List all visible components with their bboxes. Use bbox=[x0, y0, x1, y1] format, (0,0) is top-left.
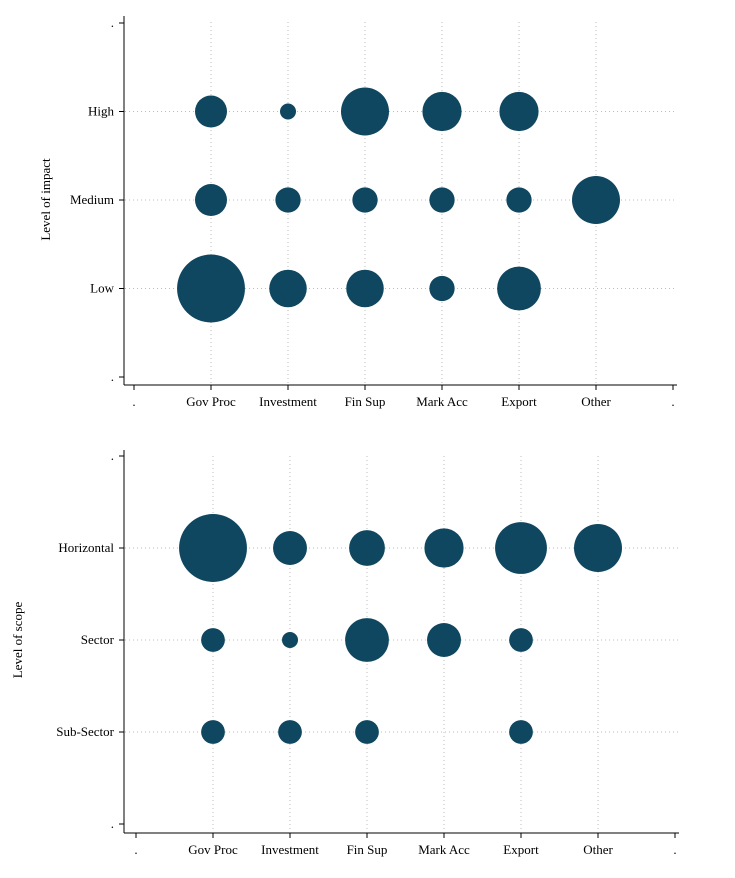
x-tick-label: Investment bbox=[259, 394, 317, 409]
bubble-point bbox=[275, 187, 301, 213]
y-tick-label: . bbox=[111, 448, 114, 463]
y-tick-label: High bbox=[88, 104, 115, 119]
x-tick-label: . bbox=[132, 394, 135, 409]
bubble-point bbox=[195, 184, 227, 216]
bubble-point bbox=[506, 187, 532, 213]
y-axis-title: Level of scope bbox=[10, 602, 25, 679]
bubble-point bbox=[349, 530, 385, 566]
bubble-point bbox=[282, 632, 298, 648]
x-tick-label: Other bbox=[583, 842, 613, 857]
bubble-point bbox=[355, 720, 379, 744]
x-tick-label: Export bbox=[501, 394, 537, 409]
x-tick-label: Gov Proc bbox=[188, 842, 238, 857]
bubble-point bbox=[177, 254, 245, 323]
bubble-point bbox=[346, 269, 384, 308]
x-tick-label: . bbox=[673, 842, 676, 857]
bubble-point bbox=[201, 720, 225, 744]
bubble-point bbox=[572, 176, 620, 224]
bubble-point bbox=[499, 91, 539, 132]
bubble-point bbox=[179, 514, 247, 582]
bubble-point bbox=[278, 720, 302, 744]
bubble-point bbox=[427, 623, 461, 657]
x-tick-label: . bbox=[671, 394, 674, 409]
bubble-point bbox=[574, 524, 622, 572]
y-axis-title: Level of impact bbox=[38, 158, 53, 241]
scope-bubble-chart: . Sub-Sector Sector Horizontal.. Gov Proc Inv… bbox=[10, 448, 679, 857]
x-tick-label: . bbox=[134, 842, 137, 857]
bubble-point bbox=[497, 266, 541, 311]
y-tick-label: Sub-Sector bbox=[56, 724, 114, 739]
bubble-point bbox=[495, 522, 547, 574]
x-tick-label: Other bbox=[581, 394, 611, 409]
bubble-point bbox=[422, 91, 462, 132]
x-tick-label: Investment bbox=[261, 842, 319, 857]
y-tick-label: Horizontal bbox=[58, 540, 114, 555]
y-tick-label: Low bbox=[90, 281, 114, 296]
bubble-point bbox=[341, 87, 389, 136]
y-tick-label: Sector bbox=[81, 632, 115, 647]
x-tick-label: Fin Sup bbox=[345, 394, 386, 409]
bubble-point bbox=[201, 628, 225, 652]
y-tick-label: . bbox=[111, 369, 114, 384]
bubble-point bbox=[280, 103, 296, 120]
y-tick-label: . bbox=[111, 15, 114, 30]
bubble-point bbox=[269, 269, 307, 308]
y-tick-label: Medium bbox=[70, 192, 114, 207]
x-tick-label: Export bbox=[503, 842, 539, 857]
bubble-point bbox=[429, 187, 455, 213]
bubble-point bbox=[509, 720, 533, 744]
x-tick-label: Mark Acc bbox=[416, 394, 468, 409]
bubble-point bbox=[429, 275, 455, 302]
bubble-point bbox=[273, 531, 307, 565]
x-tick-label: Fin Sup bbox=[347, 842, 388, 857]
bubble-point bbox=[424, 528, 464, 568]
bubble-point bbox=[509, 628, 533, 652]
bubble-point bbox=[345, 618, 389, 662]
impact-bubble-chart: . Low Medium High.. Gov Proc Investment Fin Su… bbox=[38, 15, 677, 409]
bubble-point bbox=[352, 187, 378, 213]
y-tick-label: . bbox=[111, 816, 114, 831]
x-tick-label: Mark Acc bbox=[418, 842, 470, 857]
bubble-point bbox=[195, 95, 227, 128]
x-tick-label: Gov Proc bbox=[186, 394, 236, 409]
